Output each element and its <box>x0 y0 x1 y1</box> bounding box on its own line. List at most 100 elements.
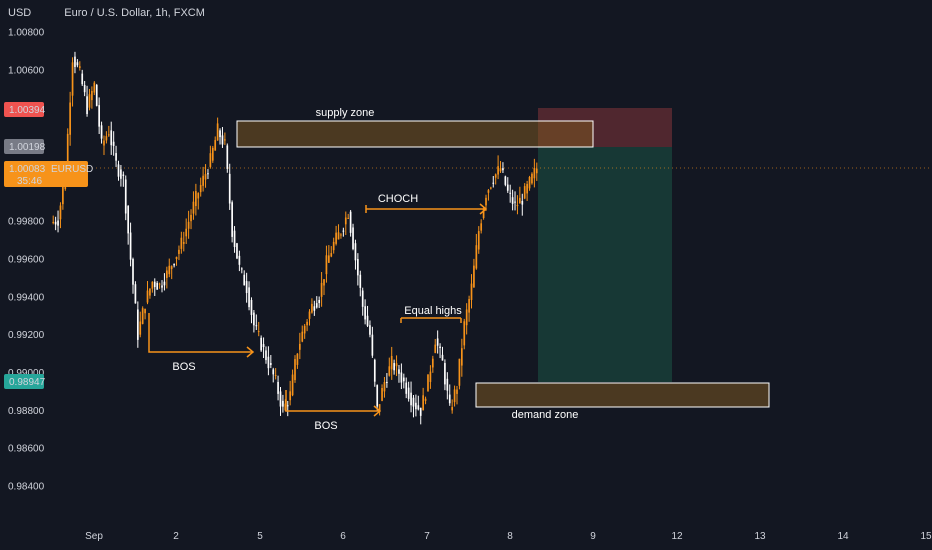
candle-body <box>115 153 117 161</box>
candle-body <box>153 281 156 288</box>
candle-body <box>453 389 456 403</box>
candle-body <box>458 358 461 386</box>
time-tick-label: 13 <box>754 531 766 542</box>
demand-zone-label: demand zone <box>512 409 579 421</box>
candle-body <box>431 358 434 368</box>
candle-body <box>151 281 154 289</box>
entry-price-badge: 1.00198 <box>4 139 46 154</box>
candle-body <box>236 243 238 259</box>
candle-body <box>245 281 248 294</box>
price-tick-label: 1.00600 <box>8 65 45 76</box>
candle-body <box>332 241 335 251</box>
symbol-title: Euro / U.S. Dollar, 1h, FXCM <box>64 7 205 19</box>
time-tick-label: 2 <box>173 531 179 542</box>
candle-body <box>231 202 233 237</box>
candle-body <box>81 73 84 85</box>
candle-body <box>415 402 417 410</box>
supply-zone-label: supply zone <box>316 107 375 119</box>
price-tick-label: 0.98400 <box>8 482 45 493</box>
candle-body <box>216 123 219 141</box>
candle-body <box>93 82 96 93</box>
time-tick-label: 8 <box>507 531 513 542</box>
candle-body <box>224 139 226 141</box>
candle-body <box>240 268 243 270</box>
candle-body <box>390 355 393 370</box>
time-tick-label: Sep <box>85 531 103 542</box>
candle-body <box>419 407 422 416</box>
price-tick-label: 0.99400 <box>8 292 45 303</box>
candle-body <box>434 344 437 353</box>
candle-body <box>59 205 62 220</box>
candle-body <box>470 283 473 300</box>
candle-body <box>386 381 388 383</box>
candle-body <box>166 270 168 278</box>
current-price-badge: 1.00083 EURUSD 35:46 <box>4 161 93 187</box>
take-profit-area[interactable] <box>538 147 672 382</box>
candle-body <box>129 232 132 260</box>
candle-body <box>178 249 180 254</box>
candle-body <box>209 153 212 167</box>
candle-body <box>78 66 81 68</box>
candle-body <box>320 282 323 297</box>
candle-body <box>393 363 395 371</box>
candle-body <box>136 309 139 340</box>
candle-body <box>456 389 458 394</box>
candle-body <box>286 405 289 407</box>
candle-body <box>340 234 342 236</box>
candle-body <box>272 369 275 375</box>
candle-body <box>265 350 267 361</box>
bos-arrow-1 <box>148 313 253 353</box>
price-tick-label: 1.00800 <box>8 28 45 39</box>
price-tick-label: 0.99600 <box>8 255 45 266</box>
candle-body <box>347 217 350 219</box>
candle-body <box>88 94 91 108</box>
stop-price-badge: 1.00394 <box>4 102 46 117</box>
candle-body <box>410 392 412 406</box>
candle-body <box>76 62 79 66</box>
candle-body <box>337 232 340 240</box>
candle-body <box>296 353 299 365</box>
candle-body <box>477 231 480 250</box>
candle-body <box>69 102 71 135</box>
candle-body <box>371 334 374 356</box>
candle-body <box>533 168 536 179</box>
candle-body <box>170 266 173 270</box>
candle-body <box>156 282 159 290</box>
time-axis[interactable]: Sep 2 5 6 7 8 9 12 13 14 15 <box>85 531 932 542</box>
candle-body <box>192 201 195 214</box>
candle-body <box>417 405 420 410</box>
candle-body <box>277 381 279 394</box>
candle-body <box>294 359 296 381</box>
candle-body <box>335 232 337 244</box>
demand-zone-box[interactable] <box>475 382 770 408</box>
supply-zone-box[interactable] <box>236 120 594 148</box>
candle-body <box>62 186 64 205</box>
candle-body <box>269 363 272 365</box>
candle-body <box>139 321 142 335</box>
candle-body <box>511 197 514 204</box>
candle-body <box>519 197 521 204</box>
candle-body <box>424 398 427 401</box>
candle-body <box>291 374 294 396</box>
chart-header: USD Euro / U.S. Dollar, 1h, FXCM <box>8 7 205 19</box>
candle-body <box>311 303 313 313</box>
candle-body <box>211 147 214 161</box>
candle-body <box>255 325 258 327</box>
candle-body <box>342 230 345 232</box>
candle-body <box>313 306 316 311</box>
candle-body <box>195 191 197 207</box>
svg-text:1.00394: 1.00394 <box>9 105 46 116</box>
candle-body <box>219 130 221 138</box>
candle-body <box>226 145 229 169</box>
price-tick-label: 0.98800 <box>8 406 45 417</box>
candle-body <box>480 223 483 231</box>
candle-body <box>187 221 190 229</box>
candle-body <box>100 125 103 139</box>
bos-label-1: BOS <box>172 361 195 373</box>
bos-arrow-2 <box>285 390 380 412</box>
currency-label: USD <box>8 7 32 19</box>
candle-body <box>509 192 512 194</box>
time-tick-label: 12 <box>671 531 683 542</box>
price-tick-label: 0.99000 <box>8 368 45 379</box>
